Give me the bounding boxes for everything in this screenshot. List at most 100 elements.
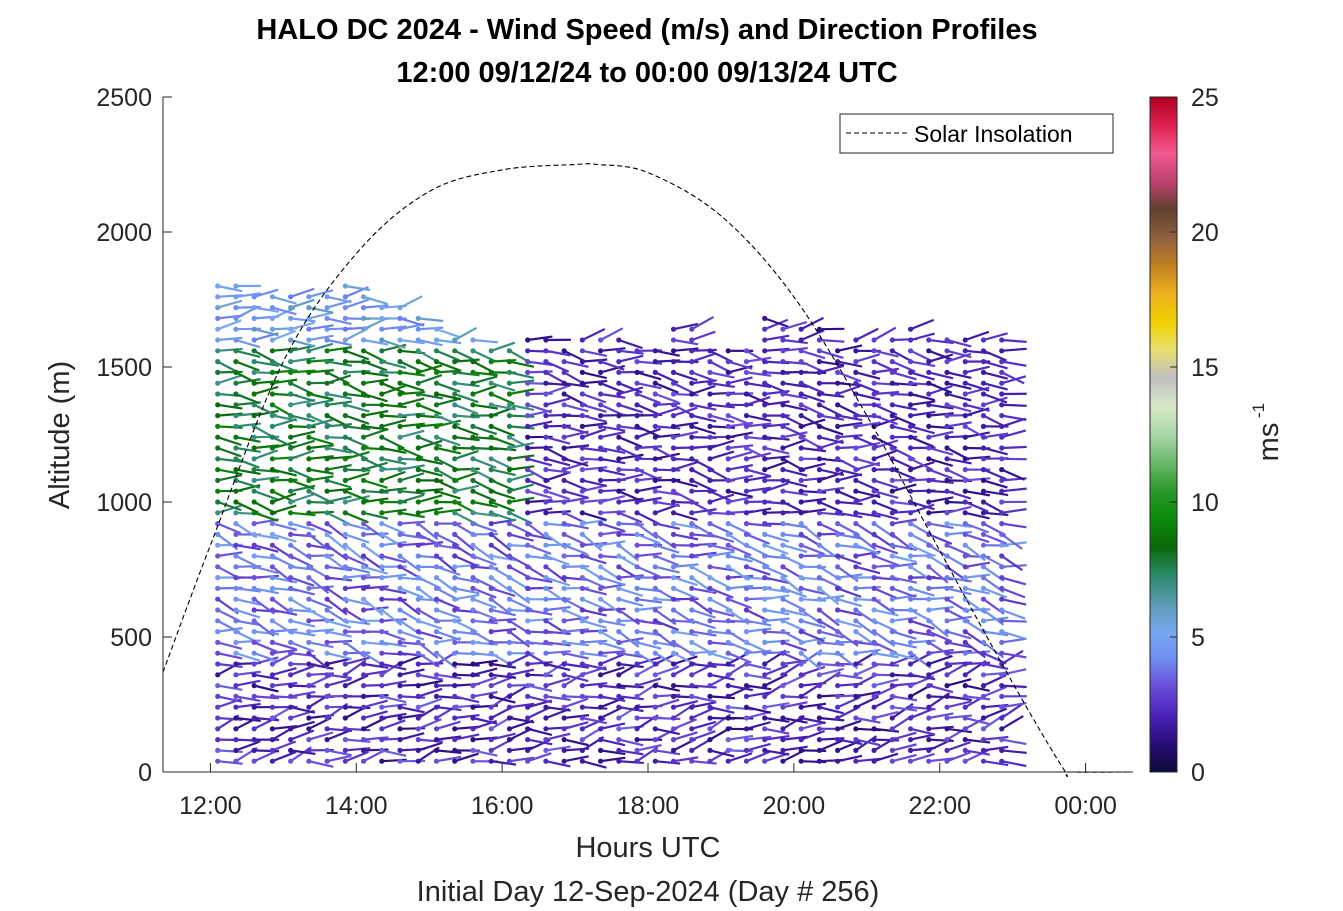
wind-barb-shaft <box>308 324 334 331</box>
wind-barb-head <box>288 315 294 321</box>
wind-barb-head <box>652 564 658 570</box>
wind-barb-head <box>762 704 768 710</box>
wind-barb-shaft <box>801 497 827 504</box>
wind-barb-head <box>926 348 932 354</box>
wind-barb-head <box>670 402 677 408</box>
wind-barb-head <box>907 758 914 764</box>
wind-barb-shaft <box>728 474 754 482</box>
wind-barb-shaft <box>709 450 735 460</box>
wind-barb-head <box>324 456 330 462</box>
wind-barb-head <box>488 348 494 354</box>
wind-barb-head <box>689 553 695 559</box>
wind-barb-head <box>379 693 385 700</box>
wind-barb-shaft <box>964 403 990 412</box>
wind-barb-head <box>360 553 367 559</box>
wind-barb-head <box>415 629 421 635</box>
wind-barb-head <box>762 737 768 743</box>
wind-barb-head <box>506 704 513 710</box>
wind-barb-head <box>452 747 458 754</box>
wind-barb-head <box>725 413 731 419</box>
wind-barb-head <box>907 542 914 548</box>
wind-barb-shaft <box>417 741 443 752</box>
wind-barb-shaft <box>819 737 845 741</box>
wind-barb-shaft <box>837 434 863 439</box>
wind-barb-head <box>397 629 403 635</box>
wind-barb-head <box>853 521 859 527</box>
wind-barb-head <box>488 380 494 386</box>
wind-barb-shaft <box>454 593 480 601</box>
wind-barb-head <box>907 618 914 624</box>
wind-barb-head <box>306 747 312 754</box>
wind-barb-head <box>379 488 385 494</box>
wind-barb-head <box>233 737 239 743</box>
wind-barb-head <box>415 434 421 440</box>
wind-barb-shaft <box>563 457 589 467</box>
wind-barb-head <box>853 661 859 667</box>
wind-barb-shaft <box>801 508 827 514</box>
wind-barb-head <box>889 521 895 527</box>
wind-barb-shaft <box>272 440 297 450</box>
wind-barb-head <box>944 456 950 462</box>
wind-barb-head <box>743 445 750 451</box>
wind-barb-head <box>798 531 804 538</box>
wind-barb-shaft <box>983 371 1008 380</box>
wind-barb-head <box>944 650 950 656</box>
wind-barb-shaft <box>691 760 717 765</box>
wind-barb-shaft <box>983 392 1008 404</box>
wind-barb-head <box>853 564 859 570</box>
wind-barb-head <box>306 607 312 613</box>
wind-barb-head <box>616 737 622 743</box>
wind-barb-shaft <box>691 619 716 630</box>
wind-barb-head <box>889 467 895 473</box>
wind-barb-head <box>525 434 531 440</box>
wind-barb-head <box>215 510 221 516</box>
wind-barb-head <box>525 348 531 354</box>
wind-barb-shaft <box>345 495 370 504</box>
wind-barb-shaft <box>436 598 461 610</box>
wind-barb-head <box>579 747 585 754</box>
wind-barb-shaft <box>308 436 334 446</box>
wind-barb-shaft <box>290 287 315 298</box>
wind-barb-shaft <box>527 661 553 666</box>
wind-barb-head <box>926 683 932 689</box>
wind-barb-head <box>907 445 914 451</box>
wind-barb-head <box>780 348 786 354</box>
wind-barb-head <box>306 434 312 440</box>
wind-barb-head <box>889 575 895 581</box>
wind-barb-shaft <box>417 439 443 450</box>
wind-barb-head <box>743 726 750 732</box>
wind-barb-shaft <box>946 382 972 390</box>
wind-barb-head <box>944 337 950 343</box>
wind-barb-shaft <box>746 735 772 741</box>
wind-barb-head <box>579 380 585 386</box>
wind-barb-shaft <box>399 598 421 616</box>
wind-barb-head <box>397 348 403 354</box>
wind-barb-head <box>251 693 257 700</box>
wind-barb-head <box>999 650 1005 656</box>
wind-barb-head <box>543 650 549 656</box>
wind-barb-head <box>853 348 859 354</box>
wind-barb-shaft <box>363 565 388 575</box>
wind-barb-head <box>288 607 294 613</box>
wind-barb-shaft <box>217 695 243 703</box>
wind-barb-head <box>251 542 257 548</box>
wind-barb-shaft <box>746 565 771 576</box>
wind-barb-shaft <box>928 384 953 396</box>
wind-barb-head <box>798 326 804 332</box>
wind-barb-shaft <box>290 468 315 481</box>
wind-barb-shaft <box>290 522 316 531</box>
wind-barb-shaft <box>946 505 972 514</box>
wind-barb-head <box>433 413 440 419</box>
wind-barb-shaft <box>527 641 553 646</box>
wind-barb-head <box>233 315 239 321</box>
wind-barb-shaft <box>1001 445 1027 450</box>
wind-barb-shaft <box>436 419 462 428</box>
wind-barb-head <box>871 413 877 419</box>
wind-barb-shaft <box>272 504 297 514</box>
wind-barb-head <box>597 445 604 451</box>
wind-barb-head <box>561 380 567 386</box>
wind-barb-head <box>725 629 731 635</box>
wind-barb-head <box>269 413 275 419</box>
wind-barb-head <box>725 650 731 656</box>
wind-barb-head <box>215 650 221 656</box>
